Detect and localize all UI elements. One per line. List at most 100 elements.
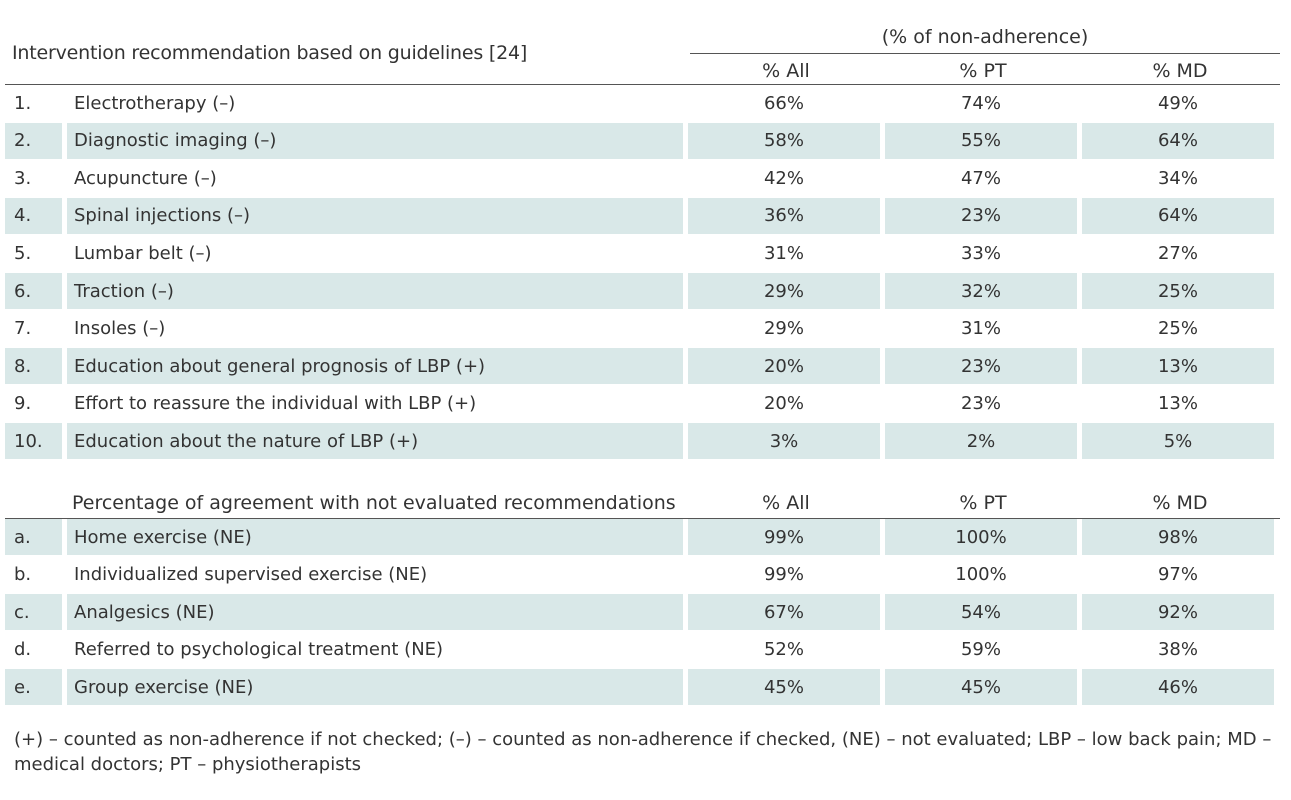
row-label: Traction (–) [67, 273, 683, 309]
table2-column-header-all: % All [762, 492, 810, 514]
row-number: 2. [5, 122, 62, 159]
row-label: Education about the nature of LBP (+) [67, 423, 683, 460]
table-row: 6. Traction (–) 29% 32% 25% [5, 273, 1274, 309]
value-all: 36% [688, 197, 880, 234]
table2-column-header-md: % MD [1152, 492, 1208, 514]
row-number: 5. [14, 242, 32, 264]
value-pt: 2% [885, 423, 1077, 460]
value-md: 38% [1157, 639, 1198, 661]
row-number: c. [5, 594, 62, 631]
table2-header-rule [5, 518, 1280, 519]
value-pt: 45% [885, 669, 1077, 706]
row-number: 3. [14, 167, 32, 189]
value-pt: 59% [960, 639, 1001, 661]
row-label: Electrotherapy (–) [74, 92, 236, 114]
table-row: 4. Spinal injections (–) 36% 23% 64% [5, 197, 1274, 234]
value-pt: 33% [960, 242, 1001, 264]
value-all: 66% [763, 92, 804, 114]
value-all: 20% [763, 393, 804, 415]
value-pt: 23% [960, 393, 1001, 415]
row-label: Analgesics (NE) [67, 594, 683, 631]
value-md: 34% [1157, 167, 1198, 189]
table-row: 5. Lumbar belt (–) 31% 33% 27% [5, 235, 1274, 271]
value-md: 27% [1157, 242, 1198, 264]
table2-heading: Percentage of agreement with not evaluat… [72, 492, 676, 514]
value-md: 92% [1082, 594, 1274, 631]
value-md: 25% [1157, 318, 1198, 340]
table-row: 7. Insoles (–) 29% 31% 25% [5, 311, 1274, 347]
column-header-md: % MD [1152, 60, 1208, 82]
value-all: 99% [688, 519, 880, 555]
table-row: 8. Education about general prognosis of L… [5, 348, 1274, 385]
row-label: Acupuncture (–) [74, 167, 217, 189]
value-md: 5% [1082, 423, 1274, 460]
table-row: e. Group exercise (NE) 45% 45% 46% [5, 669, 1274, 706]
table-row: b. Individualized supervised exercise (NE… [5, 557, 1274, 593]
value-all: 52% [763, 639, 804, 661]
row-label: Education about general prognosis of LBP… [67, 348, 683, 385]
row-label: Lumbar belt (–) [74, 242, 212, 264]
value-all: 67% [688, 594, 880, 631]
table-row: 10. Education about the nature of LBP (+)… [5, 423, 1274, 460]
value-md: 98% [1082, 519, 1274, 555]
row-number: 1. [14, 92, 32, 114]
row-number: a. [5, 519, 62, 555]
value-md: 64% [1082, 197, 1274, 234]
table-row: 1. Electrotherapy (–) 66% 74% 49% [5, 85, 1274, 121]
value-md: 13% [1082, 348, 1274, 385]
value-md: 13% [1157, 393, 1198, 415]
value-all: 20% [688, 348, 880, 385]
value-all: 99% [763, 564, 804, 586]
row-label: Effort to reassure the individual with L… [74, 393, 477, 415]
value-pt: 47% [960, 167, 1001, 189]
non-adherence-group-title: (% of non-adherence) [881, 26, 1089, 48]
row-number: b. [14, 564, 32, 586]
row-number: 7. [14, 318, 32, 340]
row-label: Individualized supervised exercise (NE) [74, 564, 428, 586]
value-pt: 100% [885, 519, 1077, 555]
row-label: Group exercise (NE) [67, 669, 683, 706]
value-all: 45% [688, 669, 880, 706]
table-row: c. Analgesics (NE) 67% 54% 92% [5, 594, 1274, 631]
value-md: 46% [1082, 669, 1274, 706]
row-number: 8. [5, 348, 62, 385]
row-number: 4. [5, 197, 62, 234]
table-row: d. Referred to psychological treatment (N… [5, 632, 1274, 668]
value-md: 97% [1157, 564, 1198, 586]
column-header-pt: % PT [959, 60, 1007, 82]
value-pt: 54% [885, 594, 1077, 631]
row-label: Spinal injections (–) [67, 197, 683, 234]
value-all: 29% [688, 273, 880, 309]
row-number: 10. [5, 423, 62, 460]
row-label: Insoles (–) [74, 318, 166, 340]
value-all: 29% [763, 318, 804, 340]
table-row: 3. Acupuncture (–) 42% 47% 34% [5, 160, 1274, 196]
value-all: 42% [763, 167, 804, 189]
table2-column-header-pt: % PT [959, 492, 1007, 514]
value-all: 31% [763, 242, 804, 264]
row-label: Diagnostic imaging (–) [67, 122, 683, 159]
row-number: 9. [14, 393, 32, 415]
table-footnote: (+) – counted as non-adherence if not ch… [14, 729, 1272, 775]
row-label: Home exercise (NE) [67, 519, 683, 555]
column-header-all: % All [762, 60, 810, 82]
table-row: 9. Effort to reassure the individual with… [5, 386, 1274, 422]
value-all: 58% [688, 122, 880, 159]
value-pt: 32% [885, 273, 1077, 309]
row-number: e. [5, 669, 62, 706]
value-all: 3% [688, 423, 880, 460]
row-number: 6. [5, 273, 62, 309]
value-pt: 23% [885, 348, 1077, 385]
value-md: 25% [1082, 273, 1274, 309]
value-pt: 23% [885, 197, 1077, 234]
group-title-rule [690, 53, 1280, 54]
table-row: 2. Diagnostic imaging (–) 58% 55% 64% [5, 122, 1274, 159]
value-pt: 100% [955, 564, 1007, 586]
table1-header-rule [5, 84, 1280, 85]
row-number: d. [14, 639, 32, 661]
value-pt: 31% [960, 318, 1001, 340]
value-pt: 55% [885, 122, 1077, 159]
table1-heading: Intervention recommendation based on gui… [12, 42, 528, 64]
row-label: Referred to psychological treatment (NE) [74, 639, 444, 661]
